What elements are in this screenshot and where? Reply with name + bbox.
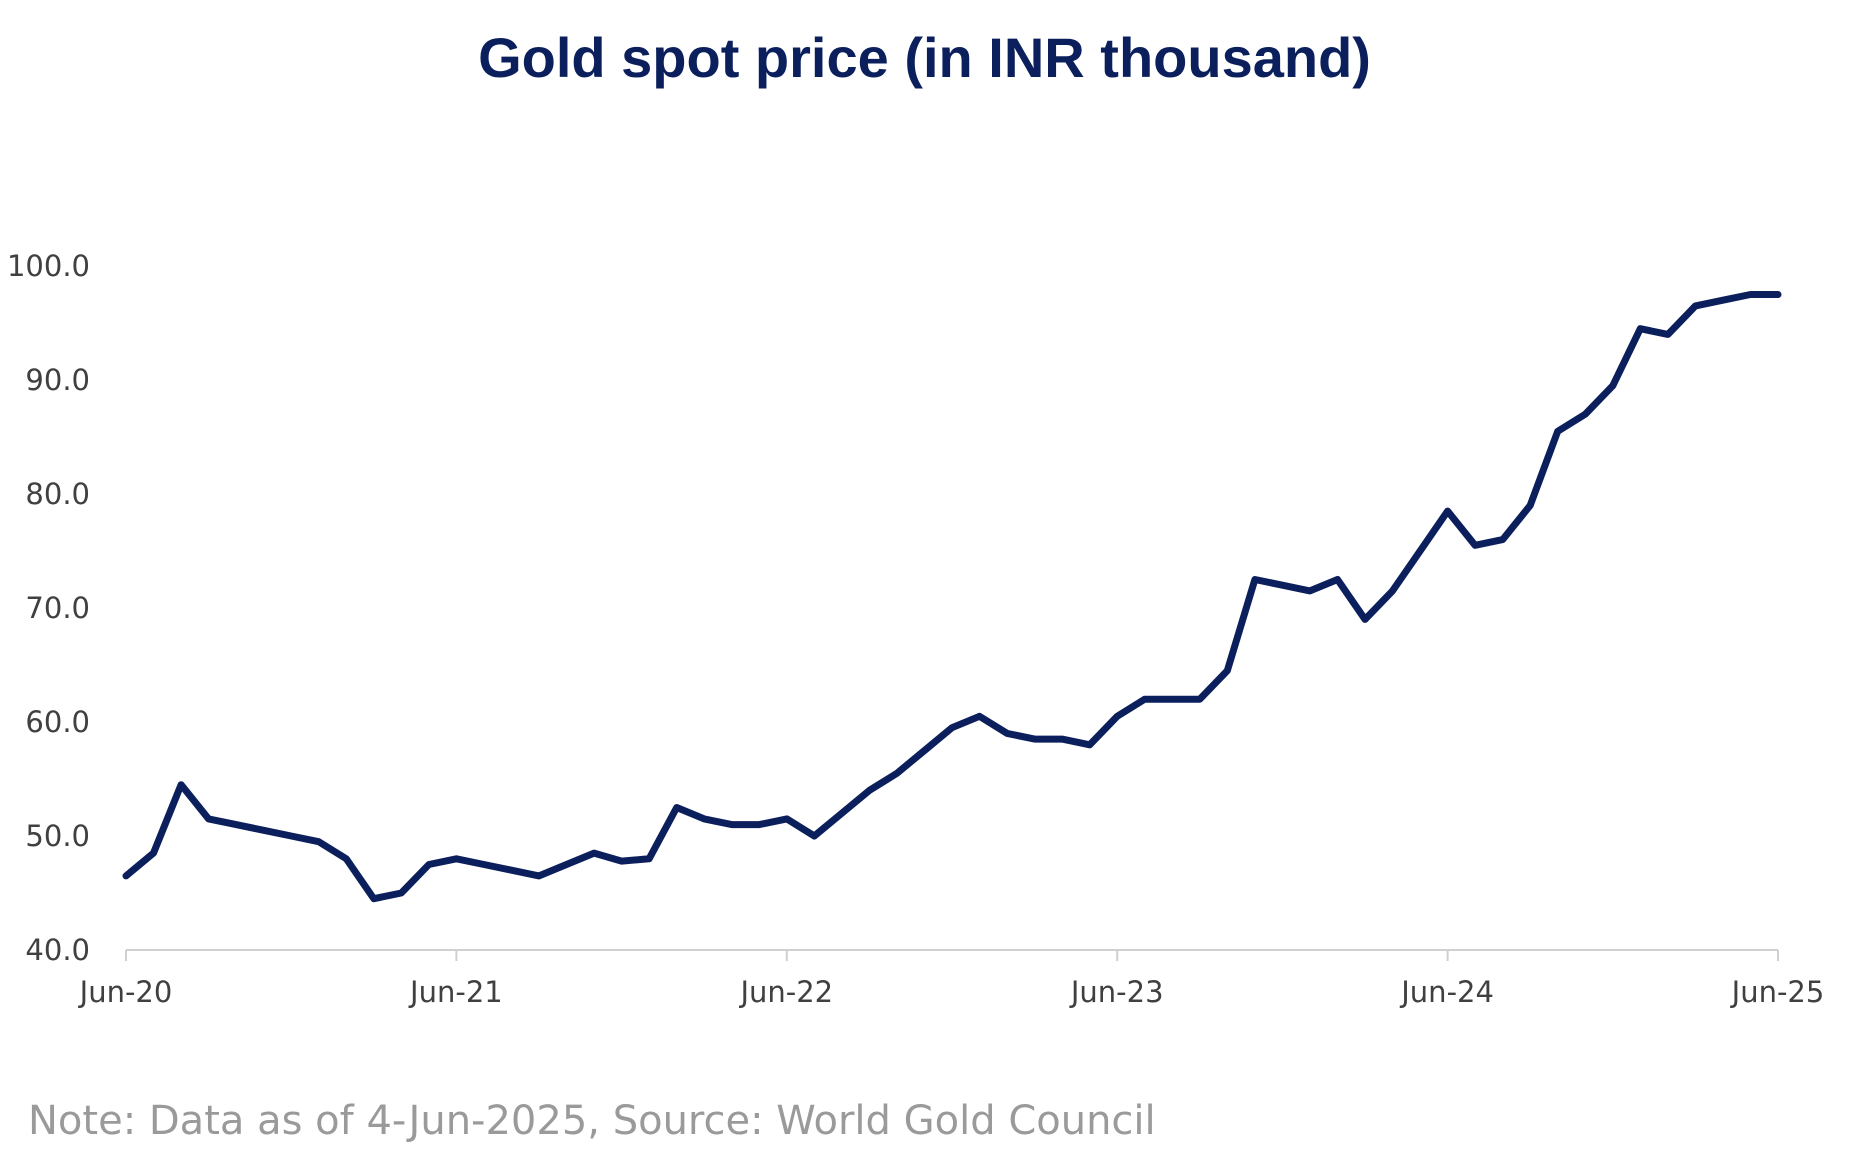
y-tick-label: 40.0 <box>25 933 90 967</box>
x-tick-label: Jun-22 <box>738 975 833 1009</box>
chart-title: Gold spot price (in INR thousand) <box>478 26 1371 89</box>
x-tick-label: Jun-24 <box>1399 975 1494 1009</box>
y-tick-label: 60.0 <box>25 705 90 739</box>
y-tick-label: 80.0 <box>25 477 90 511</box>
x-tick-label: Jun-25 <box>1730 975 1825 1009</box>
y-tick-label: 100.0 <box>7 249 90 283</box>
y-tick-label: 70.0 <box>25 591 90 625</box>
x-tick-label: Jun-23 <box>1069 975 1164 1009</box>
y-tick-label: 90.0 <box>25 363 90 397</box>
x-tick-label: Jun-20 <box>78 975 173 1009</box>
source-note: Note: Data as of 4-Jun-2025, Source: Wor… <box>28 1098 1156 1144</box>
series-layer <box>122 291 1782 903</box>
y-tick-label: 50.0 <box>25 819 90 853</box>
axes-layer: Jun-20 Jun-21 Jun-22 Jun-23 Jun-24 Jun-25 40.0… <box>7 249 1824 1009</box>
x-tick-label: Jun-21 <box>408 975 503 1009</box>
gold-price-line <box>122 291 1782 903</box>
